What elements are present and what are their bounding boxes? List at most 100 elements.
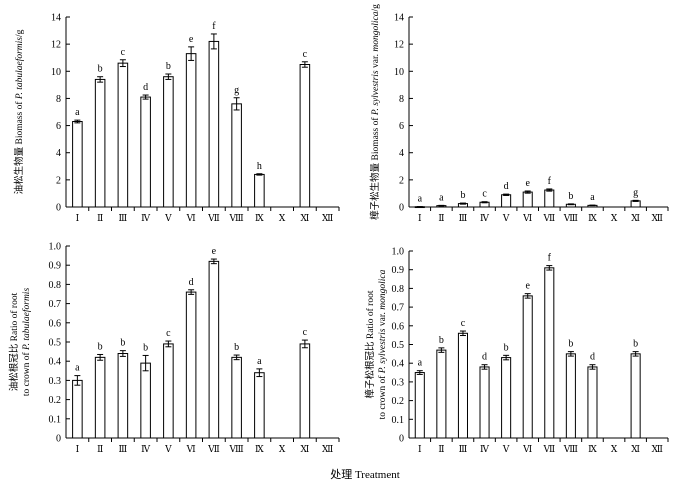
x-tick-label: Ⅵ [522, 444, 532, 454]
bar [231, 356, 242, 439]
y-axis-title-species: P. sylvestris [371, 70, 381, 116]
significance-letter: b [234, 342, 239, 353]
y-tick-label: 0.9 [392, 265, 405, 276]
x-axis-title: 处理 Treatment [330, 468, 400, 481]
y-tick-label: 0.1 [49, 414, 62, 425]
y-axis-title-line2: to crown of P. sylvestris var. mongolica [377, 269, 388, 419]
bar [94, 356, 106, 439]
x-tick-label: Ⅴ [164, 213, 172, 223]
x-tick-label: Ⅳ [141, 213, 151, 223]
significance-letter: b [98, 64, 103, 75]
y-axis-title: 油松生物量 Biomass of P. tabulaeformis/g [13, 29, 25, 194]
significance-letter: d [590, 352, 595, 363]
significance-letter: b [460, 190, 465, 201]
significance-letter: b [166, 61, 171, 72]
bar [72, 379, 83, 439]
significance-letter: c [121, 47, 126, 58]
y-axis-title-en: Biomass of [14, 99, 25, 144]
x-tick-label: Ⅱ [97, 213, 103, 223]
significance-letter: b [143, 342, 148, 353]
significance-letter: b [568, 191, 573, 202]
y-axis-title-species: P. sylvestris [378, 328, 388, 374]
x-tick-label: Ⅺ [301, 213, 310, 223]
bar [522, 295, 533, 439]
significance-letter: b [633, 339, 638, 350]
bar [140, 96, 151, 208]
y-tick-label: 0 [56, 434, 61, 445]
x-tick-label: Ⅶ [207, 444, 220, 454]
y-axis-title-cn: 樟子松生物量 [369, 162, 381, 220]
x-tick-label: Ⅺ [631, 213, 640, 223]
y-tick-label: 0.4 [49, 357, 62, 368]
significance-letter: a [590, 192, 595, 203]
x-tick-label: Ⅸ [255, 444, 264, 454]
y-axis-title-unit: /g [15, 29, 25, 37]
x-tick-label: Ⅻ [652, 213, 663, 223]
y-tick-label: 0.5 [392, 340, 405, 351]
x-tick-label: Ⅶ [542, 444, 555, 454]
bar [436, 349, 447, 439]
significance-letter: d [482, 352, 487, 363]
y-tick-label: 0.6 [392, 321, 405, 332]
significance-letter: c [482, 189, 487, 200]
x-tick-label: Ⅲ [119, 213, 128, 223]
x-tick-label: Ⅱ [438, 213, 444, 223]
x-tick-label: Ⅲ [119, 444, 128, 454]
x-tick-label: Ⅳ [141, 444, 151, 454]
bar [185, 291, 197, 439]
y-axis-title-line1: 油松根冠比 Ratio of root [8, 292, 20, 391]
bar [587, 366, 598, 439]
y-tick-label: 0.8 [49, 280, 62, 291]
bar [630, 353, 641, 439]
x-tick-label: Ⅰ [418, 444, 422, 454]
x-tick-label: Ⅳ [480, 444, 490, 454]
bar [254, 372, 265, 439]
bar [565, 353, 576, 439]
y-tick-label: 4 [56, 148, 61, 159]
bar [299, 64, 311, 208]
y-tick-label: 0.5 [49, 338, 62, 349]
significance-letter: f [212, 21, 216, 32]
x-tick-label: Ⅱ [438, 444, 444, 454]
y-tick-label: 2 [399, 175, 404, 186]
x-tick-label: Ⅸ [588, 444, 597, 454]
bar [117, 62, 129, 208]
y-tick-label: 0 [399, 203, 404, 214]
y-axis-title-pre: to crown of [377, 373, 388, 419]
bar [208, 260, 220, 439]
y-tick-label: 12 [394, 40, 404, 51]
bar [72, 121, 83, 208]
significance-letter: g [633, 187, 638, 198]
bar [457, 332, 468, 439]
x-tick-label: Ⅹ [611, 444, 618, 454]
x-tick-label: Ⅰ [76, 213, 80, 223]
y-tick-label: 6 [56, 121, 61, 132]
x-tick-label: Ⅵ [186, 444, 196, 454]
x-tick-label: Ⅴ [164, 444, 172, 454]
bar [185, 53, 197, 208]
y-axis-title-pre: to crown of [21, 350, 32, 396]
y-axis-title-var: var. [378, 310, 388, 329]
y-tick-label: 0.1 [392, 415, 405, 426]
x-tick-label: Ⅵ [186, 213, 196, 223]
y-tick-label: 0.9 [49, 261, 62, 272]
bar [208, 40, 220, 208]
x-tick-label: Ⅴ [502, 444, 510, 454]
y-axis-title-species2: mongolica [371, 11, 381, 51]
bar [501, 194, 512, 208]
x-tick-label: Ⅱ [97, 444, 103, 454]
significance-letter: b [120, 338, 125, 349]
bar [94, 78, 106, 208]
x-tick-label: Ⅷ [229, 444, 244, 454]
significance-letter: d [189, 277, 194, 288]
x-tick-label: Ⅰ [76, 444, 80, 454]
y-axis-title-line1: 樟子松根冠比 Ratio of root [364, 290, 376, 398]
significance-letter: a [418, 358, 423, 369]
y-tick-label: 14 [51, 13, 61, 24]
y-tick-label: 0.2 [49, 395, 62, 406]
bar [414, 372, 425, 439]
y-tick-label: 0 [399, 434, 404, 445]
significance-letter: h [257, 161, 262, 172]
significance-letter: g [234, 85, 239, 96]
